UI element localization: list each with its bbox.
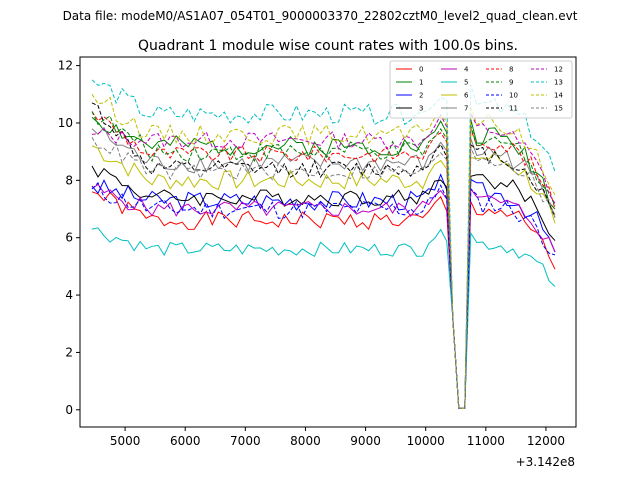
- y-tick-label: 0: [65, 403, 73, 417]
- series-line-11: [91, 102, 556, 409]
- y-tick-label: 8: [65, 173, 73, 187]
- series-line-8: [91, 111, 556, 409]
- legend-label-2: 2: [419, 92, 423, 100]
- x-tick-label: 10000: [407, 434, 445, 448]
- series-line-6: [91, 145, 556, 409]
- x-tick-label: 9000: [350, 434, 381, 448]
- chart-title: Quadrant 1 module wise count rates with …: [138, 38, 518, 54]
- legend-label-0: 0: [419, 66, 423, 74]
- legend-box: [389, 60, 573, 119]
- legend-label-13: 13: [554, 79, 563, 87]
- legend-label-10: 10: [509, 92, 518, 100]
- series-line-2: [91, 173, 556, 409]
- x-tick-label: 12000: [527, 434, 565, 448]
- series-line-15: [91, 137, 556, 409]
- legend-label-7: 7: [464, 105, 468, 113]
- legend-label-14: 14: [554, 92, 563, 100]
- legend-label-6: 6: [464, 92, 469, 100]
- x-axis-offset-label: +3.142e8: [516, 455, 575, 469]
- legend-label-15: 15: [554, 105, 563, 113]
- series-line-7: [91, 126, 556, 409]
- legend-label-3: 3: [419, 105, 423, 113]
- x-tick-label: 8000: [290, 434, 321, 448]
- axes: 5000 6000 7000 8000 9000 10000 11000 12000 0 2 4 6 8…: [58, 59, 565, 448]
- series-line-14: [91, 94, 556, 409]
- series-line-5: [91, 227, 556, 409]
- y-tick-label: 2: [65, 345, 73, 359]
- legend-label-9: 9: [509, 79, 513, 87]
- y-tick-label: 6: [65, 231, 73, 245]
- legend-label-11: 11: [509, 105, 518, 113]
- y-tick-label: 10: [58, 116, 73, 130]
- legend-label-1: 1: [419, 79, 423, 87]
- series-line-0: [91, 191, 556, 409]
- series-line-9: [91, 111, 556, 409]
- legend-label-4: 4: [464, 66, 469, 74]
- y-tick-label: 4: [65, 288, 73, 302]
- series-line-10: [91, 182, 556, 409]
- x-tick-label: 7000: [230, 434, 261, 448]
- x-tick-label: 11000: [467, 434, 505, 448]
- axes-frame: [79, 56, 577, 428]
- chart-suptitle: Data file: modeM0/AS1A07_054T01_90000033…: [63, 9, 578, 23]
- legend-label-5: 5: [464, 79, 468, 87]
- x-tick-label: 6000: [170, 434, 201, 448]
- legend-label-8: 8: [509, 66, 513, 74]
- x-tick-label: 5000: [110, 434, 141, 448]
- y-tick-label: 12: [58, 59, 73, 73]
- series-line-3: [91, 165, 556, 409]
- series-layer: [91, 79, 556, 409]
- series-line-12: [91, 112, 556, 409]
- legend-label-12: 12: [554, 66, 563, 74]
